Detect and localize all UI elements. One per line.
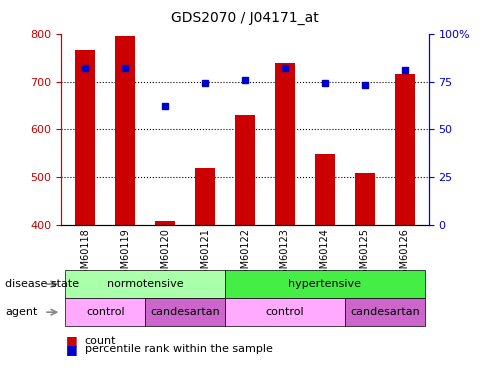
Text: ■: ■ [66, 334, 78, 347]
Text: percentile rank within the sample: percentile rank within the sample [85, 345, 272, 354]
Bar [395, 74, 415, 225]
Bar [355, 173, 375, 225]
Bar [235, 115, 255, 225]
Bar [75, 51, 95, 225]
Text: normotensive: normotensive [107, 279, 183, 289]
Text: candesartan: candesartan [150, 307, 220, 317]
Bar [275, 63, 295, 225]
Text: GDS2070 / J04171_at: GDS2070 / J04171_at [171, 11, 319, 25]
Bar [315, 154, 335, 225]
Text: control: control [266, 307, 304, 317]
Text: disease state: disease state [5, 279, 79, 289]
Text: hypertensive: hypertensive [289, 279, 362, 289]
Bar [115, 36, 135, 225]
Text: count: count [85, 336, 116, 345]
Bar [195, 168, 215, 225]
Bar [155, 221, 175, 225]
Text: candesartan: candesartan [350, 307, 419, 317]
Text: agent: agent [5, 307, 37, 317]
Text: ■: ■ [66, 343, 78, 356]
Text: control: control [86, 307, 124, 317]
